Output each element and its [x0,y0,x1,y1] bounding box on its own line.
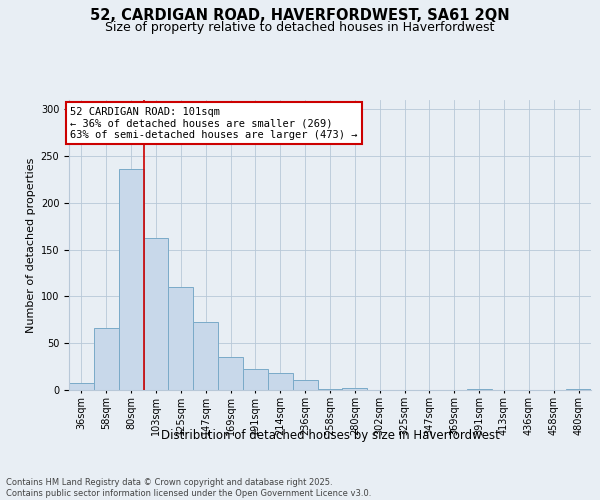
Bar [317,389,343,390]
Bar [119,169,143,390]
Bar [268,373,293,390]
Text: Distribution of detached houses by size in Haverfordwest: Distribution of detached houses by size … [161,428,499,442]
Bar [193,322,218,390]
Bar [293,380,317,390]
Bar [566,389,591,390]
Y-axis label: Number of detached properties: Number of detached properties [26,158,37,332]
Text: 52 CARDIGAN ROAD: 101sqm
← 36% of detached houses are smaller (269)
63% of semi-: 52 CARDIGAN ROAD: 101sqm ← 36% of detach… [70,106,358,140]
Bar [467,389,491,390]
Bar [94,328,119,390]
Bar [143,238,169,390]
Bar [69,384,94,390]
Text: Size of property relative to detached houses in Haverfordwest: Size of property relative to detached ho… [106,21,494,34]
Text: Contains HM Land Registry data © Crown copyright and database right 2025.
Contai: Contains HM Land Registry data © Crown c… [6,478,371,498]
Bar [243,370,268,390]
Bar [169,287,193,390]
Text: 52, CARDIGAN ROAD, HAVERFORDWEST, SA61 2QN: 52, CARDIGAN ROAD, HAVERFORDWEST, SA61 2… [90,8,510,22]
Bar [343,388,367,390]
Bar [218,358,243,390]
